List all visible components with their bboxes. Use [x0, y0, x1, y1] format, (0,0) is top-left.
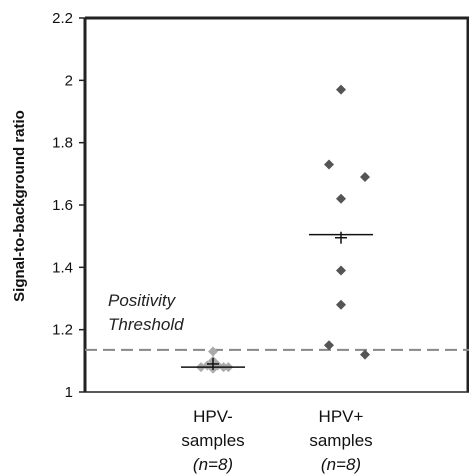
y-tick-label: 1.6 — [52, 197, 73, 214]
category-label-line1: HPV- — [193, 407, 233, 426]
category-label-line2: samples — [181, 431, 244, 450]
y-tick-label: 1.2 — [52, 322, 73, 339]
x-axis-category-labels: HPV-samples (n=8) HPV+ samples (n=8) — [181, 407, 372, 474]
hpv-positive-point — [336, 84, 346, 95]
threshold-label-line1: Positivity — [108, 291, 177, 310]
data-points — [196, 84, 370, 374]
y-axis-label: Signal-to-background ratio — [11, 110, 28, 302]
hpv-negative-point — [208, 346, 218, 357]
y-axis-ticks: 1 1.2 1.4 1.6 1.8 2 2.2 — [52, 10, 85, 401]
y-tick-label: 2.2 — [52, 10, 73, 27]
threshold-label-line2: Threshold — [108, 315, 184, 334]
hpv-positive-point — [324, 340, 334, 351]
summary-markers — [181, 231, 373, 370]
category-label-n: (n=8) — [193, 455, 233, 474]
category-label-line2: samples — [309, 431, 372, 450]
hpv-positive-point — [360, 171, 370, 182]
y-tick-label: 1.4 — [52, 259, 73, 276]
y-tick-label: 1.8 — [52, 135, 73, 152]
plot-frame — [83, 16, 469, 393]
y-tick-label: 2 — [65, 72, 73, 89]
hpv-positive-point — [360, 349, 370, 360]
hpv-positive-point — [324, 159, 334, 170]
category-label-n: (n=8) — [321, 455, 361, 474]
hpv-positive-point — [336, 299, 346, 310]
hpv-positive-point — [336, 265, 346, 276]
hpv-positive-point — [336, 193, 346, 204]
y-tick-label: 1 — [65, 384, 73, 401]
category-label-line1: HPV+ — [319, 407, 364, 426]
